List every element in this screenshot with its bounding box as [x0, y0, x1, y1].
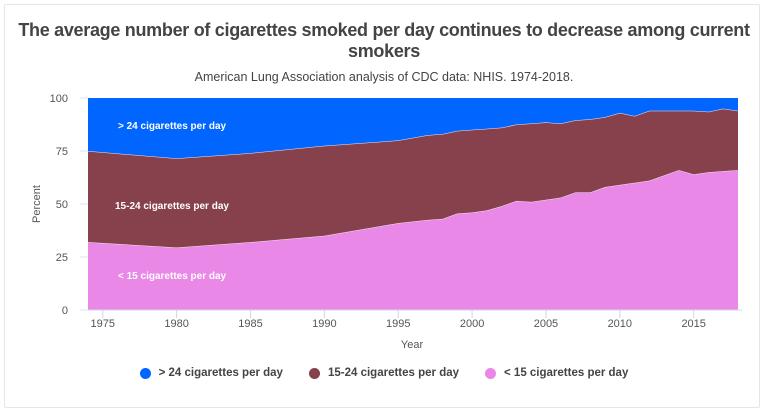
legend-label: > 24 cigarettes per day: [158, 367, 283, 379]
y-tick-label: 25: [56, 252, 68, 264]
legend-dot-icon: [308, 367, 320, 379]
area-label-under-15: < 15 cigarettes per day: [118, 271, 227, 282]
x-tick-label: 2005: [534, 318, 558, 330]
legend-item-under-15[interactable]: < 15 cigarettes per day: [485, 367, 628, 379]
area-series-2: [88, 98, 738, 159]
x-tick-label: 1985: [238, 318, 262, 330]
x-tick-label: 2015: [681, 318, 705, 330]
x-tick-label: 2000: [460, 318, 484, 330]
y-axis-label: Percent: [31, 185, 43, 223]
area-label-15-24: 15-24 cigarettes per day: [115, 201, 229, 212]
legend-label: < 15 cigarettes per day: [504, 367, 629, 379]
x-tick-label: 1990: [312, 318, 336, 330]
chart-title: The average number of cigarettes smoked …: [18, 20, 750, 61]
x-tick-label: 2010: [608, 318, 632, 330]
x-tick-label: 1995: [386, 318, 410, 330]
chart-card: [4, 4, 760, 408]
y-tick-label: 100: [50, 93, 68, 105]
legend-item-over-24[interactable]: > 24 cigarettes per day: [139, 367, 283, 379]
area-label-over-24: > 24 cigarettes per day: [118, 121, 227, 132]
y-tick-label: 50: [56, 199, 68, 211]
legend-label: 15-24 cigarettes per day: [327, 367, 460, 379]
x-tick-label: 1975: [91, 318, 115, 330]
legend-item-15-24[interactable]: 15-24 cigarettes per day: [308, 367, 460, 379]
legend-dot-icon: [485, 367, 497, 379]
x-tick-label: 1980: [164, 318, 188, 330]
y-tick-label: 0: [62, 305, 68, 317]
y-tick-label: 75: [56, 146, 68, 158]
legend-dot-icon: [139, 367, 151, 379]
area-series-1: [88, 108, 738, 248]
legend: > 24 cigarettes per day 15-24 cigarettes…: [0, 367, 768, 379]
x-axis-label: Year: [401, 339, 424, 351]
chart-subtitle: American Lung Association analysis of CD…: [194, 70, 574, 84]
area-series-0: [88, 170, 738, 310]
